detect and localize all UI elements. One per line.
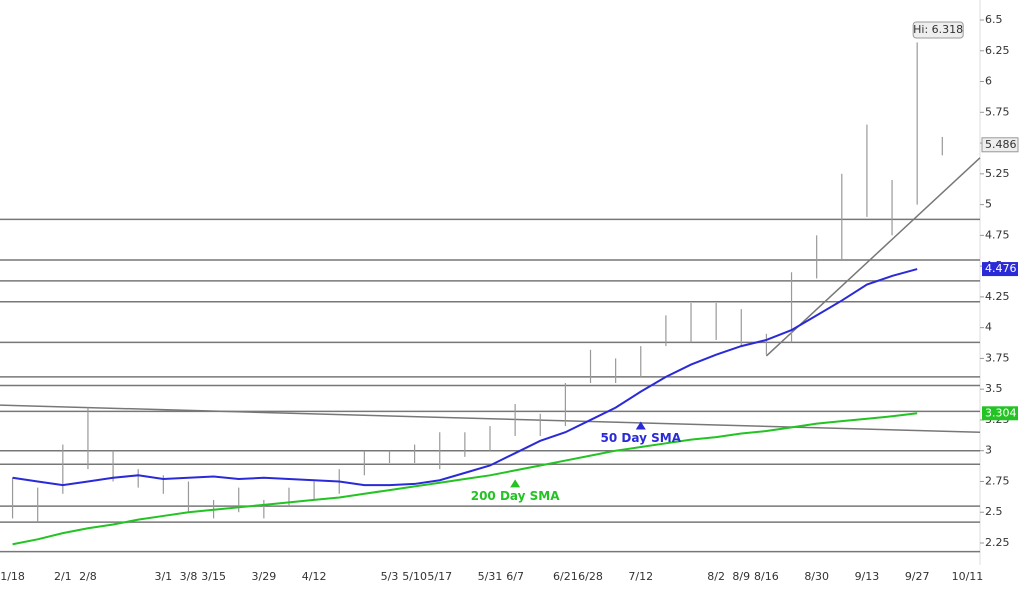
annotation-label: 200 Day SMA [471,489,561,503]
y-tick-label: 5.25 [985,167,1010,180]
y-tick-label: 3.75 [985,351,1010,364]
sma-line [12,412,918,546]
y-tick-label: 5.75 [985,105,1010,118]
last-value-box [982,262,1018,277]
trendline [0,404,981,433]
x-tick-label: 3/1 [154,570,172,583]
y-tick-label: 4.75 [985,228,1010,241]
x-tick-label: 3/15 [201,570,226,583]
y-tick-label: 6.5 [985,13,1003,26]
x-axis-band [0,565,1024,588]
sma-line [12,268,918,487]
annotation-arrow [510,479,521,488]
x-tick-label: 6/7 [506,570,524,583]
x-tick-label: 4/12 [302,570,327,583]
x-tick-label: 5/17 [427,570,452,583]
x-tick-label: 3/8 [180,570,198,583]
x-tick-label: 5/31 [478,570,503,583]
x-tick-label: 2/1 [54,570,72,583]
x-tick-label: 8/30 [804,570,829,583]
x-tick-label: 2/8 [79,570,97,583]
x-tick-label: 5/10 [402,570,427,583]
x-tick-label: 9/13 [855,570,880,583]
y-tick-label: 6.25 [985,44,1010,57]
x-tick-label: 6/28 [578,570,603,583]
y-tick-label: 4 [985,321,992,334]
x-tick-label: 8/2 [707,570,725,583]
last-price-label: 5.486 [985,138,1017,151]
x-tick-label: 9/27 [905,570,930,583]
annotation-label: 50 Day SMA [601,431,682,445]
annotation-arrow [635,421,646,430]
x-tick-label: 7/12 [628,570,653,583]
x-tick-label: 3/29 [251,570,276,583]
y-tick-label: 2.5 [985,505,1003,518]
last-value-label: 4.476 [985,262,1017,275]
x-tick-label: 6/21 [553,570,578,583]
y-tick-label: 5 [985,198,992,211]
last-value-label: 3.304 [985,406,1017,419]
y-tick-label: 2.25 [985,536,1010,549]
x-tick-label: 10/11 [952,570,984,583]
y-tick-label: 6 [985,75,992,88]
last-value-box [982,406,1018,421]
x-tick-label: 8/9 [732,570,750,583]
high-label-box [912,21,964,39]
y-tick-label: 2.75 [985,474,1010,487]
x-tick-label: 5/3 [381,570,399,583]
x-tick-label: 1/18 [0,570,25,583]
y-tick-label: 3.5 [985,382,1003,395]
y-tick-label: 4.25 [985,290,1010,303]
x-tick-label: 8/16 [754,570,779,583]
y-tick-label: 3 [985,444,992,457]
last-price-box [981,137,1019,153]
high-label: Hi: 6.318 [913,23,963,36]
